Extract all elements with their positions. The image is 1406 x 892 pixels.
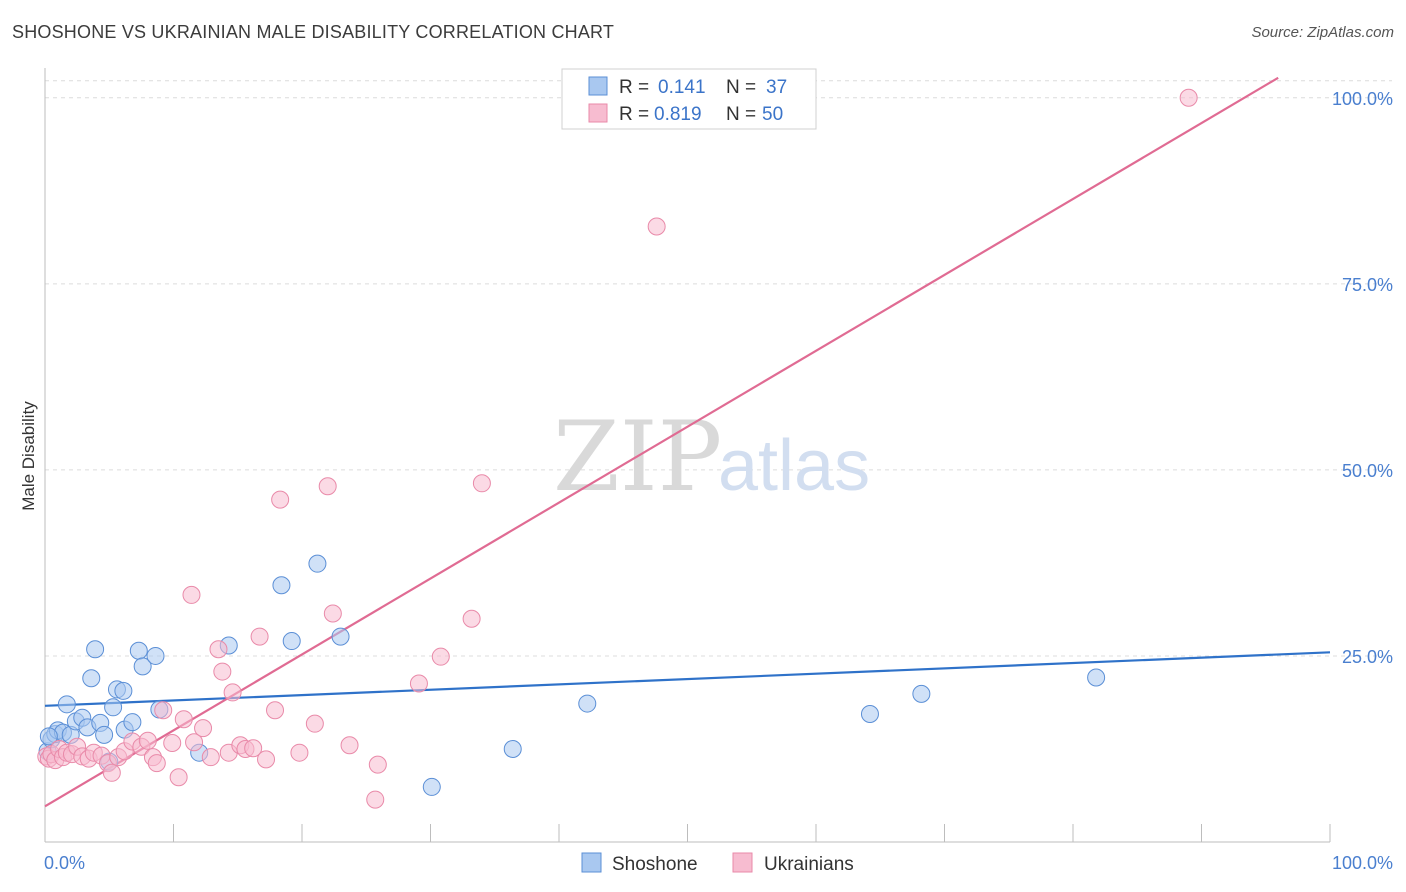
point-shoshone-20 (129, 641, 148, 660)
point-shoshone-33 (860, 704, 879, 723)
point-ukrainians-29 (201, 748, 220, 767)
point-shoshone-17 (114, 681, 133, 700)
bottom-legend-swatch-ukrainians (732, 852, 753, 873)
point-ukrainians-40 (271, 490, 290, 509)
point-ukrainians-23 (163, 734, 182, 753)
legend-n-label-shoshone: N = (726, 77, 756, 98)
y-tick-label-75: 75.0% (1342, 275, 1393, 295)
point-shoshone-32 (578, 694, 597, 713)
point-shoshone-36 (39, 727, 58, 746)
x-tick-label-0: 0.0% (44, 853, 85, 873)
point-shoshone-5 (57, 695, 76, 714)
legend-r-label-shoshone: R = (619, 77, 649, 98)
bottom-legend-swatch-shoshone (581, 852, 602, 873)
point-ukrainians-21 (147, 754, 166, 773)
legend-swatch-shoshone (588, 76, 608, 96)
point-ukrainians-24 (169, 768, 188, 787)
point-shoshone-34 (912, 684, 931, 703)
point-ukrainians-19 (138, 731, 157, 750)
point-ukrainians-30 (209, 640, 228, 659)
point-ukrainians-26 (182, 585, 201, 604)
watermark-atlas: atlas (718, 426, 870, 506)
point-shoshone-27 (282, 632, 301, 651)
point-shoshone-31 (503, 739, 522, 758)
point-shoshone-28 (308, 554, 327, 573)
data-points (37, 88, 1198, 809)
point-shoshone-19 (123, 713, 142, 732)
point-shoshone-26 (272, 576, 291, 595)
y-tick-label-50: 50.0% (1342, 461, 1393, 481)
point-ukrainians-41 (290, 743, 309, 762)
point-ukrainians-46 (366, 790, 385, 809)
legend-n-value-ukrainians: 50 (762, 104, 783, 125)
point-ukrainians-38 (257, 750, 276, 769)
trend-line-shoshone (44, 651, 1331, 707)
point-ukrainians-53 (1179, 88, 1198, 107)
bottom-legend-label-shoshone: Shoshone (612, 854, 698, 875)
bottom-legend-label-ukrainians: Ukrainians (764, 854, 854, 875)
point-ukrainians-45 (340, 736, 359, 755)
tick-labels: 25.0% 50.0% 75.0% 100.0% 0.0% 100.0% (44, 89, 1393, 873)
point-ukrainians-39 (266, 701, 285, 720)
point-shoshone-21 (133, 657, 152, 676)
y-axis-title: Male Disability (19, 401, 38, 511)
x-tick-label-100: 100.0% (1332, 853, 1393, 873)
legend-swatch-ukrainians (588, 103, 608, 123)
point-shoshone-10 (82, 669, 101, 688)
legend-r-value-ukrainians: 0.819 (654, 104, 702, 125)
axes (44, 68, 1331, 843)
point-ukrainians-14 (102, 763, 121, 782)
y-tick-label-100: 100.0% (1332, 89, 1393, 109)
point-shoshone-29 (331, 627, 350, 646)
point-ukrainians-47 (368, 755, 387, 774)
y-tick-label-25: 25.0% (1342, 647, 1393, 667)
point-ukrainians-51 (472, 474, 491, 493)
point-ukrainians-50 (462, 609, 481, 628)
gridlines (45, 80, 1392, 657)
trend-lines (44, 76, 1331, 808)
point-shoshone-35 (1087, 668, 1106, 687)
point-shoshone-30 (422, 777, 441, 796)
legend-r-label-ukrainians: R = (619, 104, 649, 125)
chart-title: SHOSHONE VS UKRAINIAN MALE DISABILITY CO… (12, 22, 615, 42)
legend: R = 0.141 N = 37 R = 0.819 N = 50 (561, 68, 817, 130)
point-ukrainians-37 (250, 627, 269, 646)
point-shoshone-22 (146, 646, 165, 665)
point-shoshone-11 (86, 640, 105, 659)
bottom-legend: Shoshone Ukrainians (581, 852, 854, 875)
point-ukrainians-49 (431, 647, 450, 666)
point-ukrainians-22 (154, 701, 173, 720)
point-ukrainians-33 (223, 683, 242, 702)
watermark: ZIP atlas (553, 401, 870, 513)
point-ukrainians-25 (174, 710, 193, 729)
legend-n-label-ukrainians: N = (726, 104, 756, 125)
chart-source: Source: ZipAtlas.com (1251, 24, 1394, 41)
point-ukrainians-48 (409, 674, 428, 693)
point-ukrainians-44 (323, 604, 342, 623)
point-ukrainians-42 (305, 714, 324, 733)
point-ukrainians-36 (244, 739, 263, 758)
point-ukrainians-28 (194, 719, 213, 738)
trend-line-ukrainians (44, 76, 1279, 808)
point-ukrainians-27 (185, 733, 204, 752)
point-ukrainians-43 (318, 477, 337, 496)
point-ukrainians-52 (647, 217, 666, 236)
point-shoshone-15 (104, 698, 123, 717)
point-shoshone-13 (95, 725, 114, 744)
legend-n-value-shoshone: 37 (766, 77, 787, 98)
point-ukrainians-31 (213, 662, 232, 681)
legend-r-value-shoshone: 0.141 (658, 77, 706, 98)
